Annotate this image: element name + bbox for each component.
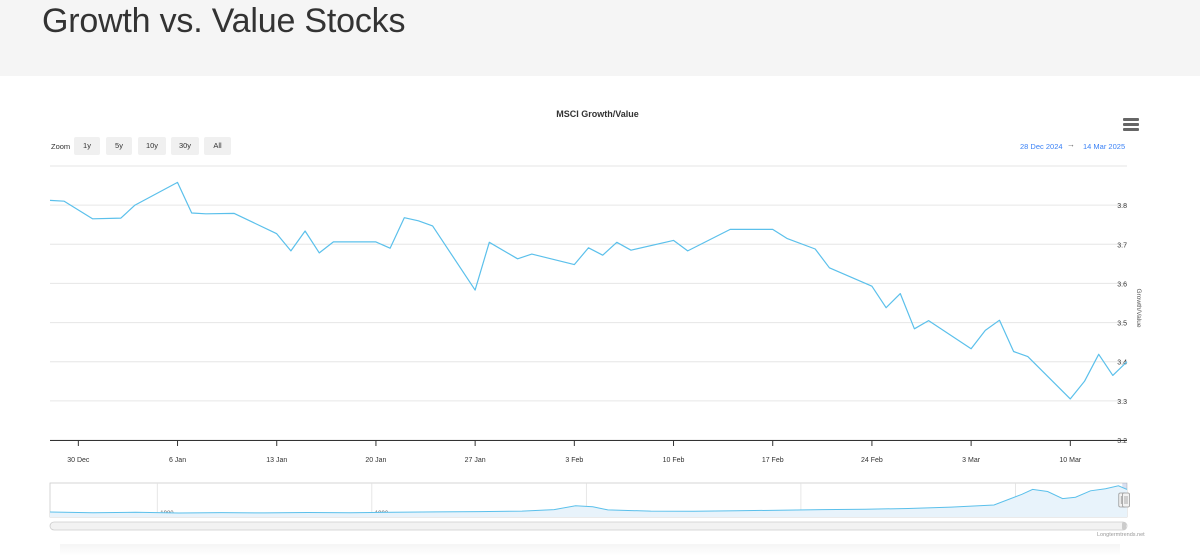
chart-svg: 3.2 3.3 3.4 3.5 3.6 3.7 3.8 Growth/Value 30 Dec 6… bbox=[48, 165, 1142, 531]
hamburger-menu-icon[interactable] bbox=[1123, 118, 1139, 132]
data-point[interactable] bbox=[587, 246, 591, 250]
data-point[interactable] bbox=[190, 211, 194, 215]
data-point[interactable] bbox=[516, 257, 520, 261]
x-tick-label: 6 Jan bbox=[169, 457, 186, 464]
y-tick-label: 3.8 bbox=[1117, 203, 1127, 210]
data-point[interactable] bbox=[1026, 355, 1030, 359]
data-point[interactable] bbox=[1097, 352, 1101, 356]
data-point[interactable] bbox=[388, 246, 392, 250]
range-from-date[interactable]: 28 Dec 2024 bbox=[1020, 142, 1063, 151]
credits-link[interactable]: Longtermtrends.net bbox=[1097, 532, 1145, 538]
navigator-line bbox=[49, 485, 1128, 514]
data-point[interactable] bbox=[374, 240, 378, 244]
x-tick-label: 10 Mar bbox=[1059, 457, 1081, 464]
data-point[interactable] bbox=[332, 240, 336, 244]
navigator-handle-right[interactable] bbox=[1122, 492, 1130, 508]
chart-title: MSCI Growth/Value bbox=[556, 109, 639, 119]
y-tick-label: 3.3 bbox=[1117, 399, 1127, 406]
data-point[interactable] bbox=[601, 253, 605, 257]
y-axis-title: Growth/Value bbox=[1135, 289, 1142, 328]
data-point[interactable] bbox=[927, 319, 931, 323]
data-point[interactable] bbox=[728, 228, 732, 232]
data-point[interactable] bbox=[1069, 397, 1073, 401]
data-point[interactable] bbox=[417, 219, 421, 223]
data-point[interactable] bbox=[289, 249, 293, 253]
data-point[interactable] bbox=[275, 232, 279, 236]
data-point[interactable] bbox=[573, 263, 577, 267]
data-point[interactable] bbox=[1125, 360, 1129, 364]
data-point[interactable] bbox=[402, 216, 406, 220]
data-point[interactable] bbox=[813, 247, 817, 251]
data-point[interactable] bbox=[48, 199, 52, 203]
data-point[interactable] bbox=[629, 248, 633, 252]
x-tick-label: 24 Feb bbox=[861, 457, 883, 464]
zoom-30y-button[interactable]: 30y bbox=[171, 137, 199, 155]
y-tick-label: 3.5 bbox=[1117, 321, 1127, 328]
data-point[interactable] bbox=[870, 284, 874, 288]
series-line bbox=[49, 181, 1128, 400]
data-point[interactable] bbox=[488, 241, 492, 245]
data-point[interactable] bbox=[91, 217, 95, 221]
data-point[interactable] bbox=[133, 203, 137, 207]
zoom-10y-button[interactable]: 10y bbox=[138, 137, 166, 155]
range-arrow: → bbox=[1067, 140, 1075, 149]
x-tick-label: 3 Mar bbox=[962, 457, 981, 464]
x-tick-label: 20 Jan bbox=[365, 457, 386, 464]
data-point[interactable] bbox=[431, 224, 435, 228]
data-point[interactable] bbox=[176, 181, 180, 185]
navigator-scrollbar-thumb[interactable] bbox=[1122, 522, 1126, 530]
data-point[interactable] bbox=[1012, 350, 1016, 354]
data-point[interactable] bbox=[62, 199, 66, 203]
data-point[interactable] bbox=[232, 212, 236, 216]
zoom-label: Zoom bbox=[51, 142, 71, 151]
y-tick-label: 3.4 bbox=[1117, 360, 1127, 367]
data-point[interactable] bbox=[672, 239, 676, 243]
bottom-shadow bbox=[60, 544, 1120, 556]
data-point[interactable] bbox=[686, 249, 690, 253]
navigator-scrollbar-track[interactable] bbox=[49, 521, 1128, 531]
page-header: Growth vs. Value Stocks bbox=[0, 0, 1200, 76]
x-tick-label: 17 Feb bbox=[762, 457, 784, 464]
data-point[interactable] bbox=[785, 237, 789, 241]
page-title: Growth vs. Value Stocks bbox=[42, 2, 406, 40]
data-point[interactable] bbox=[771, 228, 775, 232]
data-point[interactable] bbox=[615, 241, 619, 245]
zoom-all-button[interactable]: All bbox=[204, 137, 231, 155]
x-tick-label: 10 Feb bbox=[663, 457, 685, 464]
x-tick-label: 27 Jan bbox=[465, 457, 486, 464]
data-point[interactable] bbox=[969, 347, 973, 351]
data-point[interactable] bbox=[998, 318, 1002, 322]
zoom-5y-button[interactable]: 5y bbox=[106, 137, 132, 155]
data-point[interactable] bbox=[983, 329, 987, 333]
data-point[interactable] bbox=[1083, 379, 1087, 383]
data-point[interactable] bbox=[1111, 374, 1115, 378]
y-tick-label: 3.7 bbox=[1117, 242, 1127, 249]
data-point[interactable] bbox=[303, 229, 307, 233]
data-point[interactable] bbox=[119, 216, 123, 220]
x-tick-label: 3 Feb bbox=[565, 457, 583, 464]
data-point[interactable] bbox=[884, 306, 888, 310]
chart-container: MSCI Growth/Value Zoom 1y 5y 10y 30y All… bbox=[0, 76, 1200, 554]
x-tick-label: 30 Dec bbox=[67, 457, 90, 464]
data-point[interactable] bbox=[828, 266, 832, 270]
navigator-area bbox=[50, 485, 1127, 517]
data-point[interactable] bbox=[473, 288, 477, 292]
data-point[interactable] bbox=[530, 252, 534, 256]
data-point[interactable] bbox=[317, 251, 321, 255]
data-point[interactable] bbox=[913, 327, 917, 331]
range-to-date[interactable]: 14 Mar 2025 bbox=[1083, 142, 1126, 151]
menu-bar bbox=[1123, 118, 1139, 121]
menu-bar bbox=[1123, 123, 1139, 126]
data-point[interactable] bbox=[898, 292, 902, 296]
y-tick-label: 3.6 bbox=[1117, 281, 1127, 288]
menu-bar bbox=[1123, 128, 1139, 131]
x-tick-label: 13 Jan bbox=[266, 457, 287, 464]
data-point[interactable] bbox=[204, 212, 208, 216]
zoom-1y-button[interactable]: 1y bbox=[74, 137, 100, 155]
y-tick-label: 3.2 bbox=[1117, 438, 1127, 445]
